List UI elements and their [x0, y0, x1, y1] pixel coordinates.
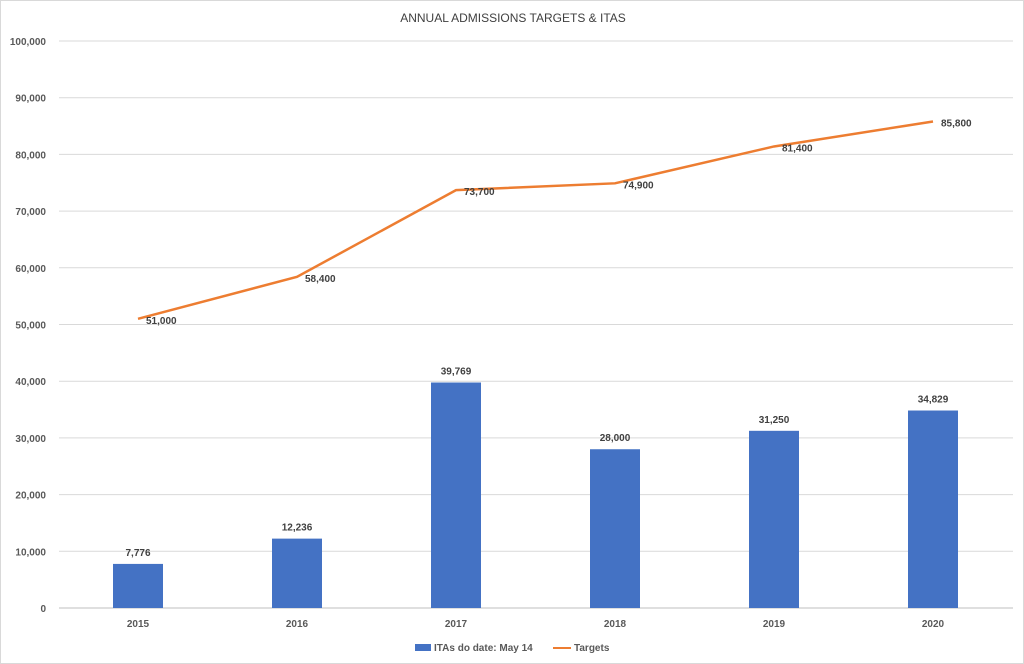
x-tick-label: 2020: [922, 619, 945, 630]
line-data-label: 81,400: [782, 143, 813, 154]
legend: ITAs do date: May 14 Targets: [415, 643, 610, 654]
x-tick-label: 2018: [604, 619, 627, 630]
bar: [590, 449, 640, 608]
bar: [272, 538, 322, 608]
bar-data-label: 34,829: [918, 395, 949, 406]
y-tick-label: 50,000: [15, 321, 46, 332]
bar: [908, 410, 958, 608]
y-tick-label: 40,000: [15, 377, 46, 388]
x-tick-label: 2015: [127, 619, 150, 630]
y-tick-label: 10,000: [15, 547, 46, 558]
bar-data-label: 39,769: [441, 367, 472, 378]
bar: [431, 382, 481, 608]
x-tick-label: 2019: [763, 619, 786, 630]
line-data-label: 73,700: [464, 187, 495, 198]
y-tick-label: 80,000: [15, 150, 46, 161]
legend-label-line: Targets: [574, 643, 610, 654]
legend-label-bars: ITAs do date: May 14: [434, 643, 533, 654]
y-tick-label: 100,000: [10, 37, 47, 48]
bar: [113, 563, 163, 608]
y-tick-label: 0: [40, 604, 46, 615]
bar: [749, 430, 799, 608]
y-tick-label: 30,000: [15, 434, 46, 445]
bar-data-label: 28,000: [600, 433, 631, 444]
y-tick-label: 20,000: [15, 491, 46, 502]
bar-data-label: 12,236: [282, 523, 313, 534]
line-data-label: 74,900: [623, 180, 654, 191]
chart-title: ANNUAL ADMISSIONS TARGETS & ITAS: [400, 11, 626, 25]
bar-data-label: 31,250: [759, 415, 790, 426]
line-data-label: 85,800: [941, 119, 972, 130]
x-tick-label: 2016: [286, 619, 309, 630]
x-tick-label: 2017: [445, 619, 468, 630]
line-data-label: 58,400: [305, 274, 336, 285]
line-data-label: 51,000: [146, 316, 177, 327]
bar-data-label: 7,776: [125, 548, 150, 559]
y-tick-label: 70,000: [15, 207, 46, 218]
y-tick-label: 60,000: [15, 264, 46, 275]
targets-line: [137, 120, 934, 321]
legend-swatch-bars: [415, 644, 431, 651]
y-tick-label: 90,000: [15, 94, 46, 105]
